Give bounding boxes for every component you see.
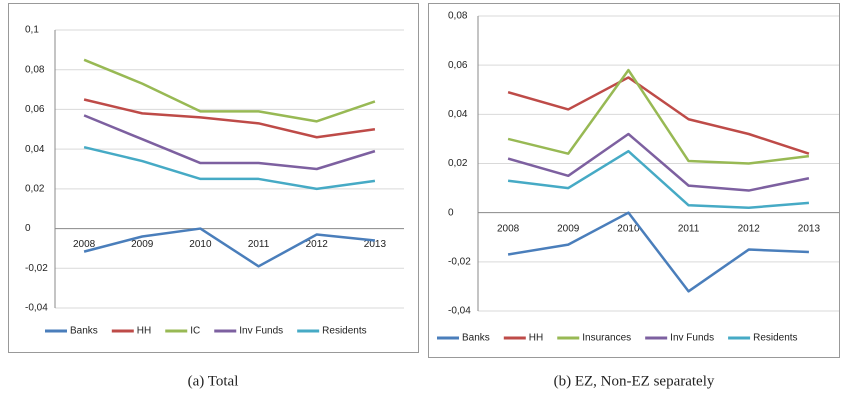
y-tick-label: 0,08 — [448, 11, 468, 22]
legend-label: Inv Funds — [670, 333, 714, 344]
x-tick-label: 2011 — [678, 223, 700, 234]
y-tick-label: 0,06 — [448, 60, 468, 71]
y-tick-label: 0 — [25, 223, 31, 234]
x-tick-label: 2011 — [248, 239, 270, 250]
caption: (a) Total — [188, 373, 239, 389]
y-tick-label: -0,02 — [25, 263, 48, 274]
series-line — [83, 98, 376, 139]
y-tick-label: 0,04 — [448, 109, 468, 120]
series-line — [83, 58, 376, 123]
series-line — [83, 145, 376, 191]
y-tick-label: -0,04 — [25, 303, 48, 314]
x-tick-label: 2010 — [189, 239, 212, 250]
y-tick-label: 0,08 — [25, 64, 45, 75]
y-tick-label: -0,02 — [448, 256, 471, 267]
y-tick-label: 0,04 — [25, 144, 45, 155]
x-tick-label: 2008 — [497, 223, 520, 234]
legend-label: Banks — [462, 333, 490, 344]
legend-label: IC — [190, 326, 200, 337]
x-tick-label: 2013 — [798, 223, 821, 234]
legend-label: Inv Funds — [239, 326, 283, 337]
legend-label: Residents — [322, 326, 366, 337]
legend-label: Insurances — [582, 333, 631, 344]
y-tick-label: 0 — [448, 207, 454, 218]
series-line — [83, 227, 376, 268]
series-line — [507, 76, 810, 155]
legend-label: Residents — [753, 333, 797, 344]
x-tick-label: 2009 — [131, 239, 154, 250]
y-tick-label: -0,04 — [448, 306, 471, 317]
y-tick-label: 0,02 — [448, 158, 468, 169]
x-tick-label: 2008 — [73, 239, 96, 250]
legend-label: HH — [529, 333, 543, 344]
x-tick-label: 2009 — [557, 223, 580, 234]
series-line — [507, 132, 810, 192]
y-tick-label: 0,1 — [25, 25, 39, 36]
series-line — [507, 68, 810, 165]
series-line — [507, 211, 809, 293]
caption: (b) EZ, Non-EZ separately — [554, 373, 715, 389]
legend-label: HH — [137, 326, 151, 337]
x-tick-label: 2010 — [617, 223, 640, 234]
y-tick-label: 0,06 — [25, 104, 45, 115]
legend-label: Banks — [70, 326, 98, 337]
series-line — [83, 114, 376, 171]
panel-frame — [428, 3, 840, 358]
series-line — [507, 149, 810, 209]
x-tick-label: 2013 — [364, 239, 387, 250]
x-tick-label: 2012 — [306, 239, 329, 250]
y-tick-label: 0,02 — [25, 183, 45, 194]
x-tick-label: 2012 — [738, 223, 761, 234]
